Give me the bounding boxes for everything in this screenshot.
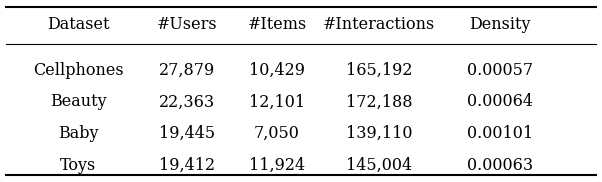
Text: 11,924: 11,924 (249, 157, 305, 174)
Text: 172,188: 172,188 (346, 93, 412, 110)
Text: 10,429: 10,429 (249, 62, 305, 79)
Text: Dataset: Dataset (47, 16, 110, 33)
Text: 139,110: 139,110 (346, 125, 412, 142)
Text: Beauty: Beauty (50, 93, 107, 110)
Text: 165,192: 165,192 (346, 62, 412, 79)
Text: #Items: #Items (247, 16, 306, 33)
Text: 0.00101: 0.00101 (467, 125, 533, 142)
Text: 0.00063: 0.00063 (467, 157, 533, 174)
Text: 22,363: 22,363 (158, 93, 215, 110)
Text: 19,445: 19,445 (158, 125, 215, 142)
Text: 27,879: 27,879 (158, 62, 215, 79)
Text: Cellphones: Cellphones (33, 62, 123, 79)
Text: Toys: Toys (60, 157, 96, 174)
Text: 7,050: 7,050 (254, 125, 300, 142)
Text: 12,101: 12,101 (249, 93, 305, 110)
Text: #Users: #Users (157, 16, 217, 33)
Text: #Interactions: #Interactions (323, 16, 435, 33)
Text: Density: Density (469, 16, 530, 33)
Text: 0.00064: 0.00064 (467, 93, 533, 110)
Text: 0.00057: 0.00057 (467, 62, 533, 79)
Text: 19,412: 19,412 (158, 157, 215, 174)
Text: 145,004: 145,004 (346, 157, 412, 174)
Text: Baby: Baby (58, 125, 99, 142)
